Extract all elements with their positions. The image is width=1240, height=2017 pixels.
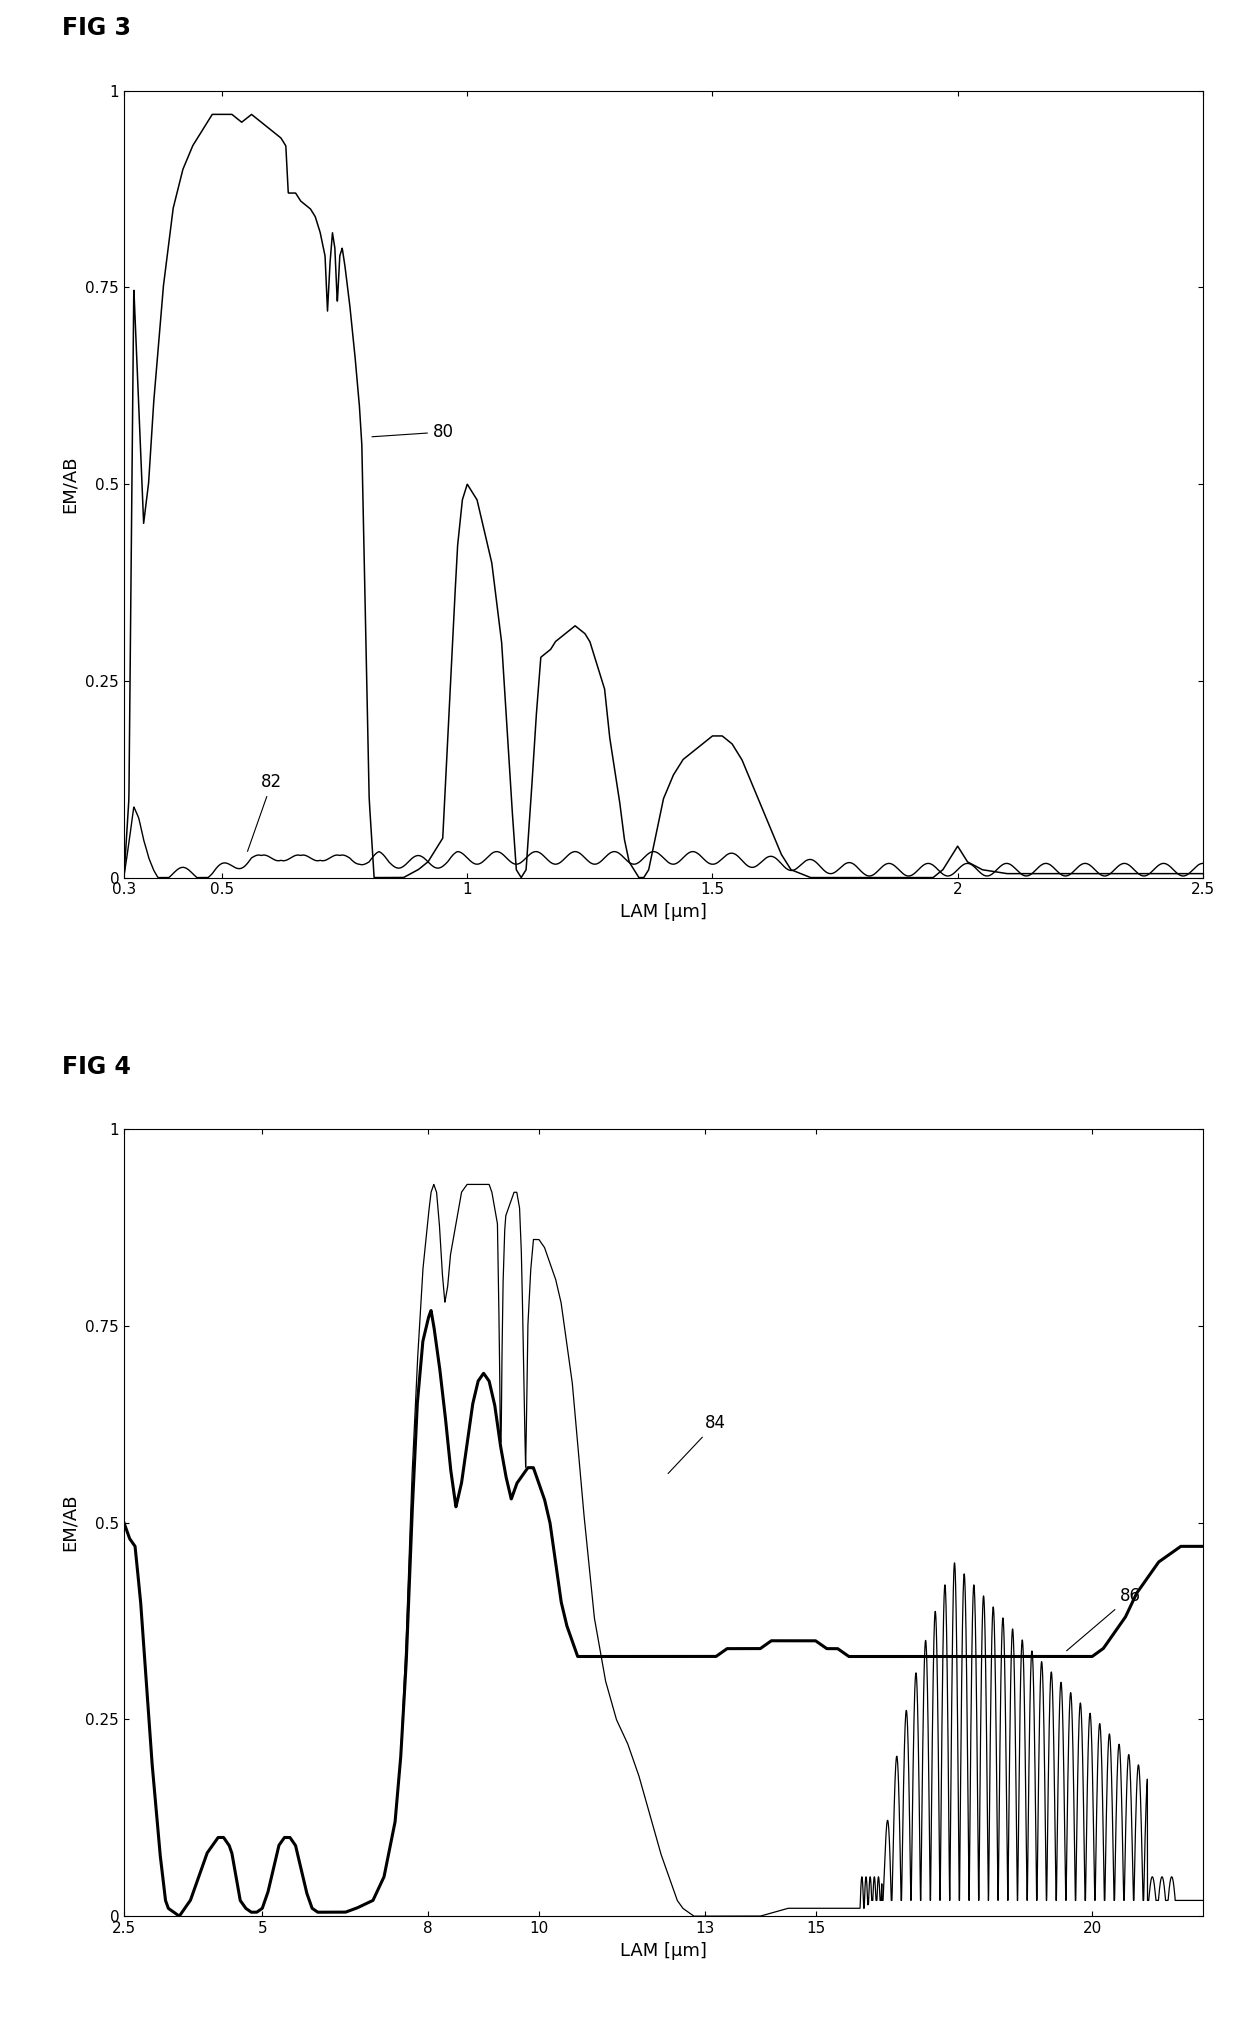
Text: 82: 82 bbox=[248, 773, 283, 851]
Text: 86: 86 bbox=[1066, 1587, 1141, 1650]
Y-axis label: EM/AB: EM/AB bbox=[61, 1495, 78, 1551]
Text: 80: 80 bbox=[372, 424, 454, 442]
Text: FIG 3: FIG 3 bbox=[62, 16, 131, 40]
X-axis label: LAM [μm]: LAM [μm] bbox=[620, 1942, 707, 1961]
Text: FIG 4: FIG 4 bbox=[62, 1055, 131, 1079]
X-axis label: LAM [μm]: LAM [μm] bbox=[620, 904, 707, 922]
Text: 84: 84 bbox=[668, 1414, 725, 1474]
Y-axis label: EM/AB: EM/AB bbox=[61, 456, 78, 512]
